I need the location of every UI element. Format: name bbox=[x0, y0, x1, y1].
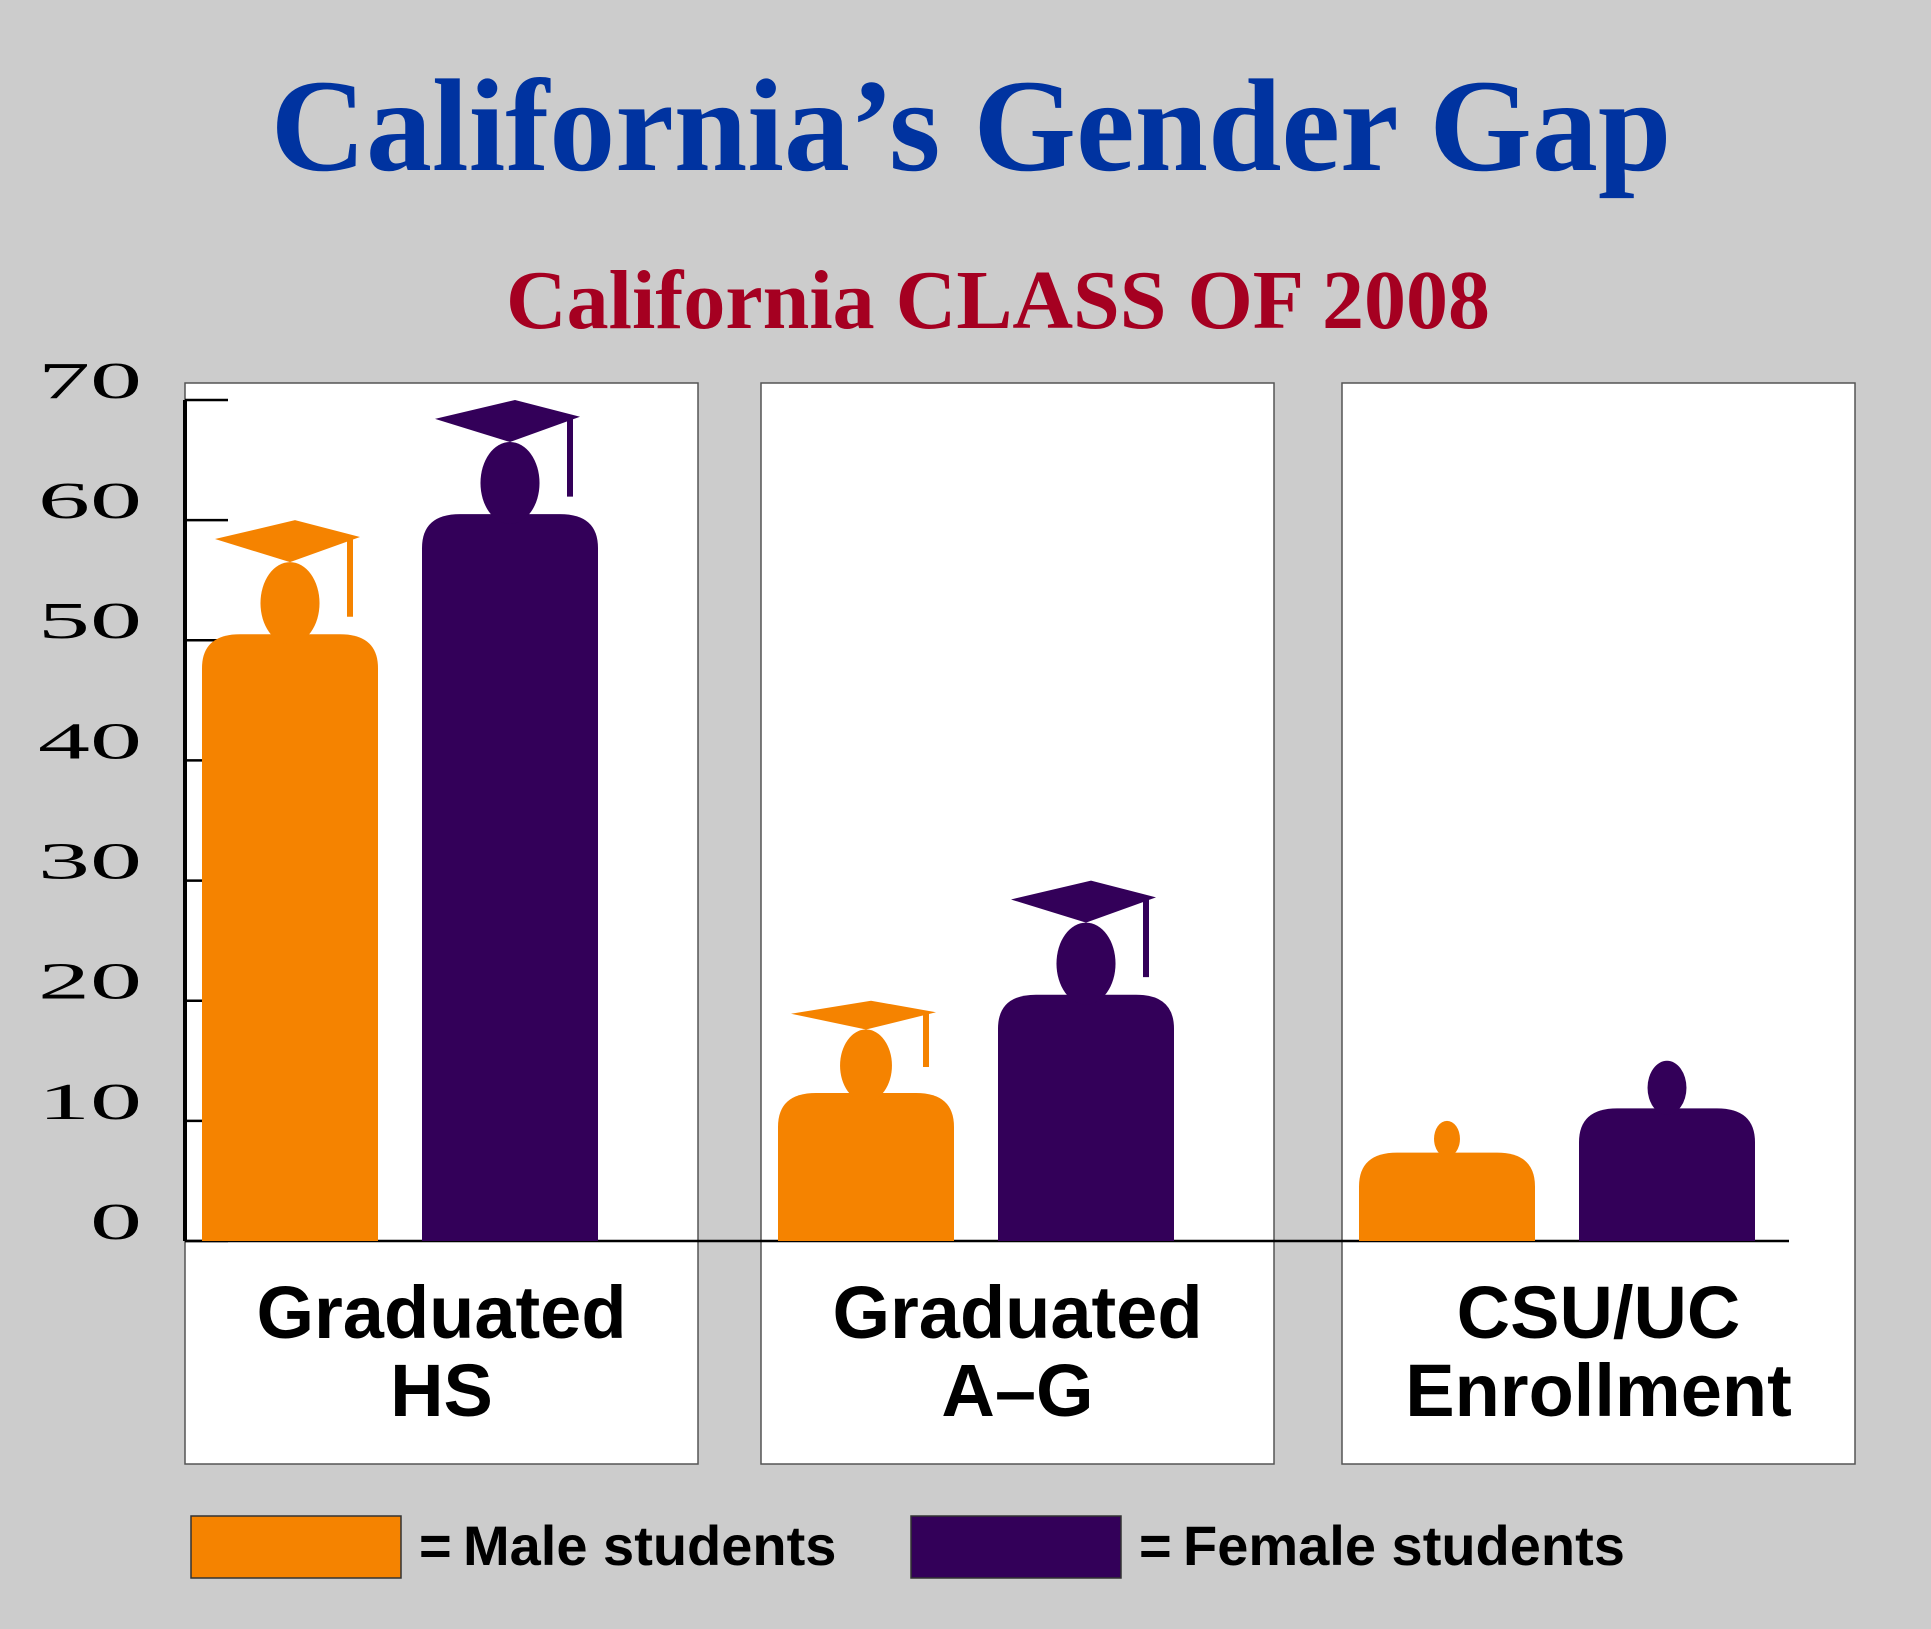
category-panel bbox=[760, 382, 1275, 1465]
x-tick-label: Enrollment bbox=[1405, 1349, 1791, 1432]
figure bbox=[422, 400, 598, 1241]
chart-subtitle: California CLASS OF 2008 bbox=[506, 254, 1490, 347]
figure-body bbox=[778, 1092, 954, 1241]
figure-body bbox=[202, 634, 378, 1241]
category-panel bbox=[1341, 382, 1856, 1465]
y-tick-label: 10 bbox=[38, 1074, 142, 1131]
legend-prefix: = bbox=[419, 1514, 452, 1577]
y-tick-label: 0 bbox=[90, 1194, 142, 1251]
y-tick-label: 20 bbox=[38, 954, 142, 1011]
y-tick-label: 50 bbox=[38, 593, 142, 650]
y-tick-label: 40 bbox=[38, 713, 142, 770]
x-tick-label: A–G bbox=[941, 1349, 1093, 1432]
figure bbox=[202, 520, 378, 1241]
figure bbox=[998, 880, 1174, 1241]
figure-body bbox=[1359, 1152, 1535, 1241]
figure-body bbox=[422, 514, 598, 1241]
figure-head bbox=[1647, 1060, 1687, 1115]
figure bbox=[1579, 1060, 1755, 1241]
y-tick-label: 70 bbox=[38, 353, 142, 410]
legend-prefix: = bbox=[1139, 1514, 1172, 1577]
figure-body bbox=[1579, 1108, 1755, 1241]
x-tick-label: HS bbox=[390, 1349, 493, 1432]
y-tick-label: 60 bbox=[38, 473, 142, 530]
legend-swatch bbox=[190, 1515, 402, 1579]
figure-head bbox=[1434, 1120, 1460, 1157]
figure-body bbox=[998, 994, 1174, 1241]
figure-head bbox=[260, 562, 320, 645]
figure bbox=[1359, 1120, 1535, 1241]
y-tick-label: 30 bbox=[38, 834, 142, 891]
chart-title: California’s Gender Gap bbox=[271, 52, 1672, 199]
figure bbox=[778, 1000, 954, 1241]
figure-head bbox=[1056, 922, 1116, 1005]
figure-cap bbox=[1011, 880, 1156, 923]
figure-cap bbox=[791, 1000, 936, 1030]
legend-swatch bbox=[910, 1515, 1122, 1579]
x-tick-label: Graduated bbox=[832, 1271, 1202, 1354]
figure-cap bbox=[435, 400, 580, 442]
x-tick-label: CSU/UC bbox=[1457, 1271, 1741, 1354]
figure-head bbox=[840, 1029, 892, 1102]
legend-label: Male students bbox=[463, 1514, 836, 1577]
figure-cap bbox=[215, 520, 360, 563]
legend-label: Female students bbox=[1183, 1514, 1625, 1577]
x-tick-label: Graduated bbox=[256, 1271, 626, 1354]
figure-head bbox=[480, 442, 540, 524]
